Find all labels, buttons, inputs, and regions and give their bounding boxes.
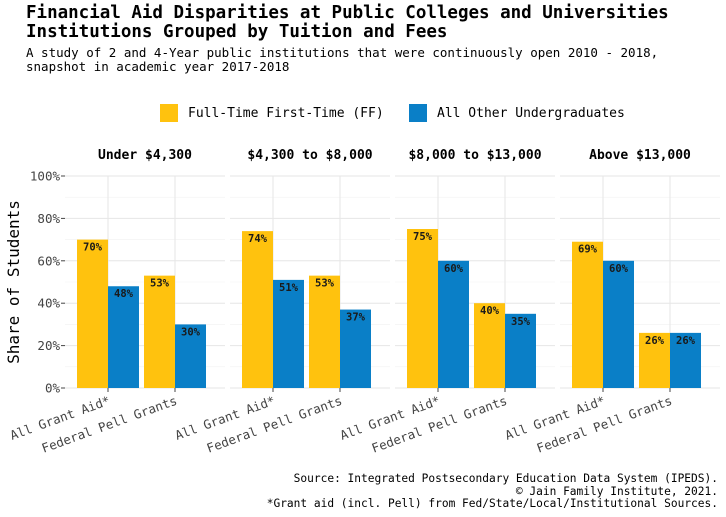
data-label-ff: 53% <box>315 278 335 290</box>
chart-subtitle-line: snapshot in academic year 2017-2018 <box>26 59 290 74</box>
bar-other <box>273 279 304 388</box>
chart-subtitle: A study of 2 and 4-Year public instituti… <box>26 46 716 74</box>
data-label-other: 37% <box>346 312 366 324</box>
y-tick-label: 40% <box>37 296 60 311</box>
y-tick-label: 0% <box>45 381 61 396</box>
bar-ff <box>309 275 340 388</box>
data-label-ff: 40% <box>480 305 500 317</box>
facet-label: Under $4,300 <box>98 148 192 163</box>
data-label-ff: 69% <box>578 244 598 256</box>
bar-other <box>603 260 634 388</box>
bar-other <box>670 332 701 388</box>
y-tick-label: 80% <box>37 211 60 226</box>
bar-other <box>438 260 469 388</box>
bar-ff <box>474 303 505 388</box>
y-axis-label: Share of Students <box>4 200 23 364</box>
data-label-other: 48% <box>114 288 134 300</box>
caption-line: Source: Integrated Postsecondary Educati… <box>293 472 718 485</box>
legend-swatch-ff <box>160 104 178 122</box>
legend-item-ff: Full-Time First-Time (FF) <box>160 102 384 124</box>
data-label-other: 30% <box>181 326 201 338</box>
data-label-other: 51% <box>279 282 299 294</box>
chart-subtitle-line: A study of 2 and 4-Year public instituti… <box>26 45 659 60</box>
facet-label: $4,300 to $8,000 <box>247 148 372 163</box>
bar-ff <box>242 231 273 388</box>
data-label-ff: 70% <box>83 242 103 254</box>
chart-legend: Full-Time First-Time (FF) All Other Unde… <box>0 102 726 124</box>
legend-label-ff: Full-Time First-Time (FF) <box>188 105 384 121</box>
chart-title: Financial Aid Disparities at Public Coll… <box>26 4 716 42</box>
chart-title-line: Institutions Grouped by Tuition and Fees <box>26 22 448 42</box>
legend-item-other: All Other Undergraduates <box>409 102 625 124</box>
y-tick-label: 20% <box>37 338 60 353</box>
facet-label: $8,000 to $13,000 <box>408 148 541 163</box>
data-label-other: 26% <box>676 335 696 347</box>
bar-ff <box>407 229 438 388</box>
bar-ff <box>77 239 108 388</box>
bar-other <box>175 324 206 388</box>
legend-label-other: All Other Undergraduates <box>437 105 625 121</box>
data-label-ff: 74% <box>248 233 268 245</box>
data-label-ff: 26% <box>645 335 665 347</box>
caption-line: *Grant aid (incl. Pell) from Fed/State/L… <box>266 497 718 510</box>
bar-other <box>505 313 536 388</box>
legend-swatch-other <box>409 104 427 122</box>
data-label-ff: 53% <box>150 278 170 290</box>
bar-ff <box>639 332 670 388</box>
chart-caption: Source: Integrated Postsecondary Educati… <box>266 472 718 511</box>
data-label-ff: 75% <box>413 231 433 243</box>
caption-line: © Jain Family Institute, 2021. <box>515 484 718 498</box>
bar-ff <box>144 275 175 388</box>
y-tick-label: 60% <box>37 253 60 268</box>
data-label-other: 60% <box>609 263 629 275</box>
y-tick-label: 100% <box>30 169 61 184</box>
bar-other <box>108 286 139 388</box>
data-label-other: 35% <box>511 316 531 328</box>
bar-other <box>340 309 371 388</box>
bar-ff <box>572 241 603 388</box>
facet-label: Above $13,000 <box>589 148 691 163</box>
chart-title-line: Financial Aid Disparities at Public Coll… <box>26 3 669 23</box>
data-label-other: 60% <box>444 263 464 275</box>
